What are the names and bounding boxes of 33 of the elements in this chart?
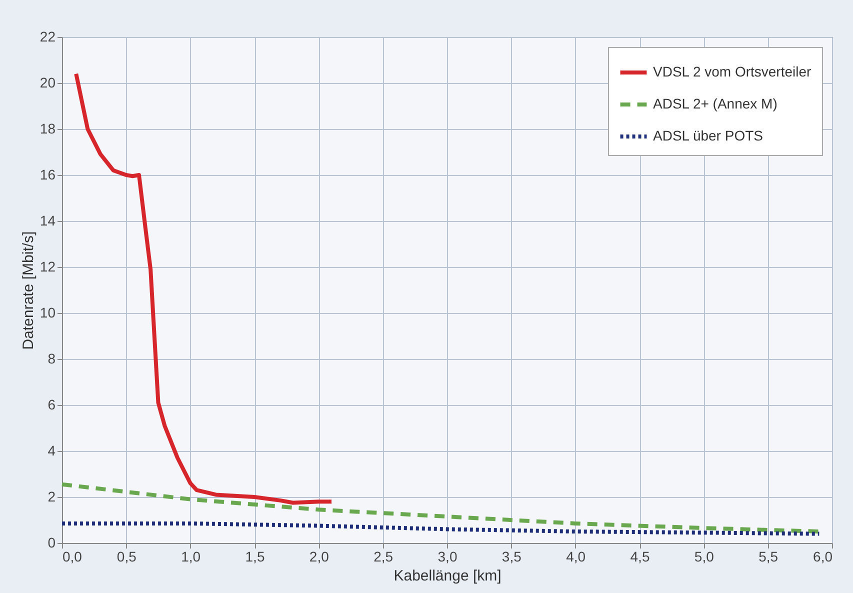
line-series bbox=[60, 521, 822, 536]
y-tick-label: 20 bbox=[40, 74, 56, 90]
y-axis-title: Datenrate [Mbit/s] bbox=[20, 231, 37, 350]
line-series bbox=[74, 72, 334, 505]
x-tick-label: 4,0 bbox=[566, 548, 586, 564]
x-tick-label: 4,5 bbox=[630, 548, 650, 564]
x-tick-label: 1,0 bbox=[181, 548, 201, 564]
y-tick-label: 14 bbox=[40, 212, 56, 228]
y-tick-label: 12 bbox=[40, 258, 56, 274]
legend-label: ADSL über POTS bbox=[653, 128, 763, 144]
legend-label: VDSL 2 vom Ortsverteiler bbox=[653, 64, 812, 80]
x-tick-label: 3,0 bbox=[438, 548, 458, 564]
y-tick-label: 4 bbox=[48, 442, 56, 458]
y-tick-label: 2 bbox=[48, 488, 56, 504]
x-axis-title: Kabellänge [km] bbox=[394, 568, 502, 584]
x-tick-label: 2,5 bbox=[374, 548, 394, 564]
x-tick-label: 3,5 bbox=[502, 548, 522, 564]
legend-label: ADSL 2+ (Annex M) bbox=[653, 96, 778, 112]
y-tick-label: 8 bbox=[48, 350, 56, 366]
x-tick-label: 5,0 bbox=[694, 548, 714, 564]
x-tick-label: 0,0 bbox=[62, 548, 82, 564]
x-tick-label: 1,5 bbox=[245, 548, 265, 564]
x-tick-label: 5,5 bbox=[758, 548, 778, 564]
y-tick-label: 18 bbox=[40, 120, 56, 136]
line-series bbox=[60, 482, 822, 534]
y-tick-label: 10 bbox=[40, 304, 56, 320]
x-tick-label: 2,0 bbox=[309, 548, 330, 564]
y-tick-label: 22 bbox=[40, 28, 56, 44]
x-tick-label: 6,0 bbox=[813, 548, 833, 564]
x-tick-label: 0,5 bbox=[116, 548, 137, 564]
y-tick-label: 16 bbox=[40, 166, 56, 182]
y-tick-label: 6 bbox=[48, 396, 56, 412]
y-tick-label: 0 bbox=[48, 534, 56, 550]
